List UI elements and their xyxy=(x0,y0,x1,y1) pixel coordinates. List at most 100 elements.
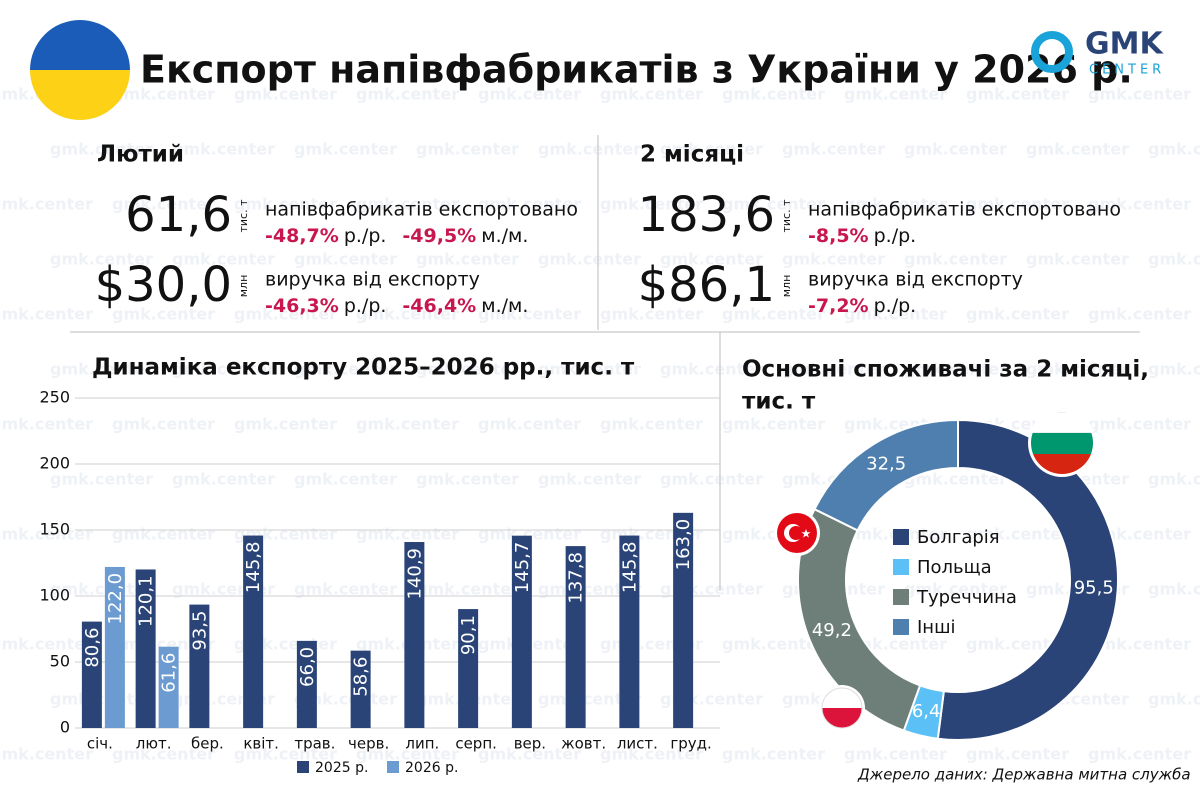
stat-unit: тис. т xyxy=(237,199,250,233)
legend-swatch xyxy=(387,761,399,773)
value-label: 49,2 xyxy=(812,620,852,641)
y-tick-label: 50 xyxy=(50,652,70,671)
watermark: gmk.center xyxy=(660,360,763,379)
watermark: gmk.center xyxy=(722,85,825,104)
watermark: gmk.center xyxy=(0,195,93,214)
legend-swatch xyxy=(893,529,909,545)
value-label: 137,8 xyxy=(566,552,587,604)
stat-changes: -8,5% р./р. xyxy=(808,225,916,247)
watermark: gmk.center xyxy=(782,140,885,159)
watermark: gmk.center xyxy=(722,745,825,764)
value-label: 90,1 xyxy=(458,615,479,655)
watermark: gmk.center xyxy=(478,415,581,434)
watermark: gmk.center xyxy=(50,360,153,379)
period: Лютий xyxy=(97,142,184,168)
watermark: gmk.center xyxy=(538,250,641,269)
x-tick-label: черв. xyxy=(348,735,389,753)
chart-title: Динаміка експорту 2025–2026 рр., тис. т xyxy=(92,355,635,381)
y-tick-label: 200 xyxy=(39,454,70,473)
x-tick-label: трав. xyxy=(294,735,335,753)
stat-unit: млн xyxy=(237,275,250,298)
y-tick-label: 150 xyxy=(39,520,70,539)
bar xyxy=(565,546,586,728)
value-label: 140,9 xyxy=(404,548,425,600)
watermark: gmk.center xyxy=(0,415,93,434)
stat-changes: -7,2% р./р. xyxy=(808,295,916,317)
watermark: gmk.center xyxy=(172,470,275,489)
watermark: gmk.center xyxy=(966,195,1069,214)
watermark: gmk.center xyxy=(1148,140,1200,159)
watermark: gmk.center xyxy=(660,250,763,269)
watermark: gmk.center xyxy=(356,195,459,214)
watermark: gmk.center xyxy=(966,305,1069,324)
value-label: 58,6 xyxy=(351,657,372,697)
change-suffix: р./р. xyxy=(874,295,917,317)
watermark: gmk.center xyxy=(904,580,1007,599)
bar xyxy=(296,640,317,728)
watermark: gmk.center xyxy=(1148,250,1200,269)
legend-swatch xyxy=(893,589,909,605)
x-tick-label: лист. xyxy=(617,735,658,753)
value-label: 80,6 xyxy=(82,628,103,668)
x-tick-label: лип. xyxy=(405,735,439,753)
watermark: gmk.center xyxy=(234,195,337,214)
bar xyxy=(135,569,156,728)
value-label: 163,0 xyxy=(673,519,694,571)
legend-label: Інші xyxy=(917,617,956,638)
watermark: gmk.center xyxy=(112,415,215,434)
watermark: gmk.center xyxy=(50,140,153,159)
y-tick-label: 100 xyxy=(39,586,70,605)
stat-value: 183,6 xyxy=(638,187,775,243)
watermark: gmk.center xyxy=(356,745,459,764)
change-value: -46,3% xyxy=(265,295,339,317)
watermark: gmk.center xyxy=(966,635,1069,654)
value-label: 145,8 xyxy=(243,542,264,594)
watermark: gmk.center xyxy=(0,635,93,654)
watermark: gmk.center xyxy=(234,415,337,434)
watermark: gmk.center xyxy=(1088,525,1191,544)
legend-label: 2025 р. xyxy=(315,760,368,776)
change-suffix: р./р. xyxy=(344,225,387,247)
bar xyxy=(104,566,125,728)
watermark: gmk.center xyxy=(356,525,459,544)
change-suffix: м./м. xyxy=(481,295,528,317)
watermark: gmk.center xyxy=(478,85,581,104)
watermark: gmk.center xyxy=(294,470,397,489)
watermark: gmk.center xyxy=(294,690,397,709)
watermark: gmk.center xyxy=(966,745,1069,764)
watermark: gmk.center xyxy=(50,580,153,599)
value-label: 32,5 xyxy=(866,453,906,474)
watermark: gmk.center xyxy=(844,195,947,214)
chart-title: тис. т xyxy=(742,389,816,415)
watermark: gmk.center xyxy=(844,745,947,764)
watermark: gmk.center xyxy=(294,250,397,269)
watermark: gmk.center xyxy=(1148,470,1200,489)
watermark: gmk.center xyxy=(782,250,885,269)
logo: GMK CENTER xyxy=(1031,27,1164,78)
watermark: gmk.center xyxy=(904,140,1007,159)
change-value: -7,2% xyxy=(808,295,869,317)
change-value: -49,5% xyxy=(402,225,476,247)
stat-label: виручка від експорту xyxy=(808,269,1023,291)
watermark: gmk.center xyxy=(478,195,581,214)
watermark: gmk.center xyxy=(1148,580,1200,599)
watermark: gmk.center xyxy=(660,140,763,159)
watermark: gmk.center xyxy=(904,470,1007,489)
legend-label: 2026 р. xyxy=(405,760,458,776)
watermark: gmk.center xyxy=(538,360,641,379)
watermark: gmk.center xyxy=(50,470,153,489)
x-tick-label: лют. xyxy=(136,735,172,753)
watermark: gmk.center xyxy=(478,745,581,764)
period: 2 місяці xyxy=(640,142,744,168)
donut-slice xyxy=(936,418,1120,741)
watermark: gmk.center xyxy=(356,85,459,104)
x-tick-label: січ. xyxy=(87,735,113,753)
bar xyxy=(81,621,102,728)
legend-label: Польща xyxy=(917,557,992,578)
watermark: gmk.center xyxy=(112,745,215,764)
donut-slice xyxy=(813,418,959,532)
x-tick-label: вер. xyxy=(514,735,546,753)
stat-unit: тис. т xyxy=(780,199,793,233)
watermark: gmk.center xyxy=(904,250,1007,269)
